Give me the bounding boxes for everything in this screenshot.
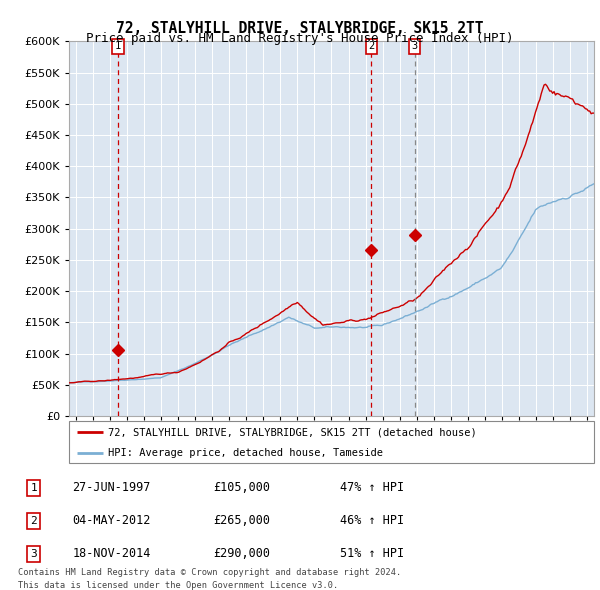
Text: 18-NOV-2014: 18-NOV-2014 bbox=[73, 547, 151, 560]
Text: £265,000: £265,000 bbox=[214, 514, 271, 527]
Text: Price paid vs. HM Land Registry's House Price Index (HPI): Price paid vs. HM Land Registry's House … bbox=[86, 32, 514, 45]
Text: 3: 3 bbox=[31, 549, 37, 559]
Text: 2: 2 bbox=[31, 516, 37, 526]
Text: 51% ↑ HPI: 51% ↑ HPI bbox=[340, 547, 404, 560]
Text: 3: 3 bbox=[412, 41, 418, 51]
Text: 46% ↑ HPI: 46% ↑ HPI bbox=[340, 514, 404, 527]
Text: Contains HM Land Registry data © Crown copyright and database right 2024.: Contains HM Land Registry data © Crown c… bbox=[18, 568, 401, 577]
Text: This data is licensed under the Open Government Licence v3.0.: This data is licensed under the Open Gov… bbox=[18, 581, 338, 590]
Text: 72, STALYHILL DRIVE, STALYBRIDGE, SK15 2TT: 72, STALYHILL DRIVE, STALYBRIDGE, SK15 2… bbox=[116, 21, 484, 35]
Text: 04-MAY-2012: 04-MAY-2012 bbox=[73, 514, 151, 527]
FancyBboxPatch shape bbox=[69, 421, 594, 463]
Text: 1: 1 bbox=[31, 483, 37, 493]
Text: £290,000: £290,000 bbox=[214, 547, 271, 560]
Text: 1: 1 bbox=[115, 41, 121, 51]
Text: 72, STALYHILL DRIVE, STALYBRIDGE, SK15 2TT (detached house): 72, STALYHILL DRIVE, STALYBRIDGE, SK15 2… bbox=[109, 427, 477, 437]
Text: HPI: Average price, detached house, Tameside: HPI: Average price, detached house, Tame… bbox=[109, 448, 383, 457]
Text: £105,000: £105,000 bbox=[214, 481, 271, 494]
Text: 27-JUN-1997: 27-JUN-1997 bbox=[73, 481, 151, 494]
Text: 47% ↑ HPI: 47% ↑ HPI bbox=[340, 481, 404, 494]
Text: 2: 2 bbox=[368, 41, 374, 51]
